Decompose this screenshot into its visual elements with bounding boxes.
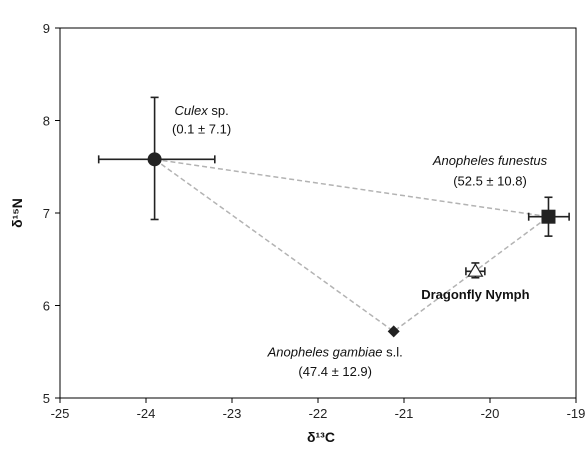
- anopheles-funestus-label: Anopheles funestus: [432, 153, 548, 168]
- x-tick-label: -19: [567, 406, 586, 421]
- x-tick-label: -24: [137, 406, 156, 421]
- culex-value-label: (0.1 ± 7.1): [172, 121, 231, 136]
- x-tick-label: -25: [51, 406, 70, 421]
- plot-frame-group: [59, 27, 577, 399]
- x-tick-label: -21: [395, 406, 414, 421]
- culex-marker: [147, 152, 162, 167]
- plot-frame: [59, 27, 577, 399]
- dragonfly-nymph-marker: [467, 263, 484, 277]
- convex-hull-dashed: [154, 158, 551, 333]
- x-tick-label: -23: [223, 406, 242, 421]
- anopheles-gambiae-value-label: (47.4 ± 12.9): [298, 364, 372, 379]
- y-tick-label: 6: [43, 299, 50, 314]
- x-tick-label: -20: [481, 406, 500, 421]
- anopheles-gambiae-label: Anopheles gambiae s.l.: [267, 344, 403, 359]
- anopheles-gambiae-marker: [387, 325, 400, 338]
- anopheles-funestus-marker: [541, 209, 556, 224]
- ticks-group: -25 -24 -23 -22 -21 -20 -19 5 6 7 8 9: [43, 21, 586, 421]
- y-axis-title: δ¹⁵N: [9, 198, 25, 228]
- hull-group: [154, 158, 551, 333]
- y-tick-label: 9: [43, 21, 50, 36]
- dragonfly-nymph-label: Dragonfly Nymph: [421, 287, 529, 302]
- x-axis-title: δ¹³C: [307, 429, 335, 445]
- y-tick-label: 7: [43, 206, 50, 221]
- y-tick-label: 5: [43, 391, 50, 406]
- x-tick-label: -22: [309, 406, 328, 421]
- markers-group: [147, 152, 556, 338]
- culex-label: Culex sp.: [174, 103, 228, 118]
- y-tick-label: 8: [43, 114, 50, 129]
- anopheles-funestus-value-label: (52.5 ± 10.8): [453, 173, 527, 188]
- labels-group: Culex sp. (0.1 ± 7.1) Anopheles funestus (5…: [172, 103, 548, 379]
